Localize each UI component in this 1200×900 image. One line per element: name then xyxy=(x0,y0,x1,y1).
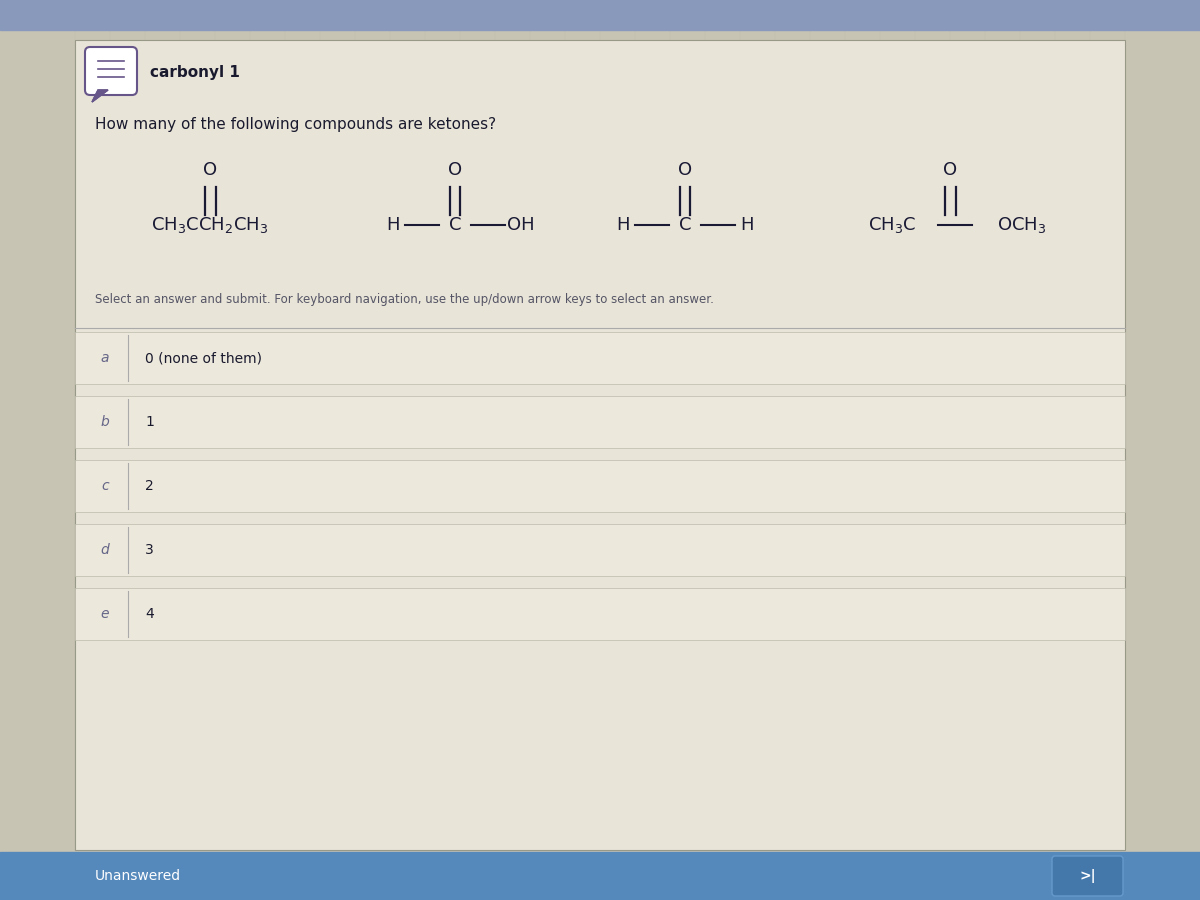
Text: carbonyl 1: carbonyl 1 xyxy=(150,65,240,79)
Text: Select an answer and submit. For keyboard navigation, use the up/down arrow keys: Select an answer and submit. For keyboar… xyxy=(95,293,714,307)
Text: a: a xyxy=(101,351,109,365)
Polygon shape xyxy=(92,90,108,102)
Text: O: O xyxy=(943,161,958,179)
Text: 1: 1 xyxy=(145,415,154,429)
Polygon shape xyxy=(92,90,108,102)
Text: CH$_3$C: CH$_3$C xyxy=(868,215,916,235)
Text: c: c xyxy=(101,479,109,493)
Text: O: O xyxy=(203,161,217,179)
Bar xyxy=(74,332,1126,384)
Bar xyxy=(74,588,1126,640)
Text: C: C xyxy=(679,216,691,234)
Text: b: b xyxy=(101,415,109,429)
Text: H: H xyxy=(617,216,630,234)
FancyBboxPatch shape xyxy=(85,47,137,95)
Bar xyxy=(74,460,1126,512)
Text: OCH$_3$: OCH$_3$ xyxy=(997,215,1046,235)
Text: e: e xyxy=(101,607,109,621)
Text: O: O xyxy=(448,161,462,179)
Text: H: H xyxy=(740,216,754,234)
Text: 4: 4 xyxy=(145,607,154,621)
Text: 2: 2 xyxy=(145,479,154,493)
Text: OH: OH xyxy=(508,216,535,234)
Text: How many of the following compounds are ketones?: How many of the following compounds are … xyxy=(95,118,496,132)
Text: d: d xyxy=(101,543,109,557)
Text: 0 (none of them): 0 (none of them) xyxy=(145,351,262,365)
Text: 3: 3 xyxy=(145,543,154,557)
Bar xyxy=(0,0,1200,30)
Text: CH$_3$CCH$_2$CH$_3$: CH$_3$CCH$_2$CH$_3$ xyxy=(151,215,269,235)
FancyBboxPatch shape xyxy=(74,40,1126,850)
Bar xyxy=(74,396,1126,448)
Text: O: O xyxy=(678,161,692,179)
Text: C: C xyxy=(449,216,461,234)
FancyBboxPatch shape xyxy=(1052,856,1123,896)
Bar xyxy=(0,852,1200,900)
Bar xyxy=(74,524,1126,576)
Text: H: H xyxy=(386,216,400,234)
Text: Unanswered: Unanswered xyxy=(95,869,181,883)
Text: >|: >| xyxy=(1079,869,1096,883)
